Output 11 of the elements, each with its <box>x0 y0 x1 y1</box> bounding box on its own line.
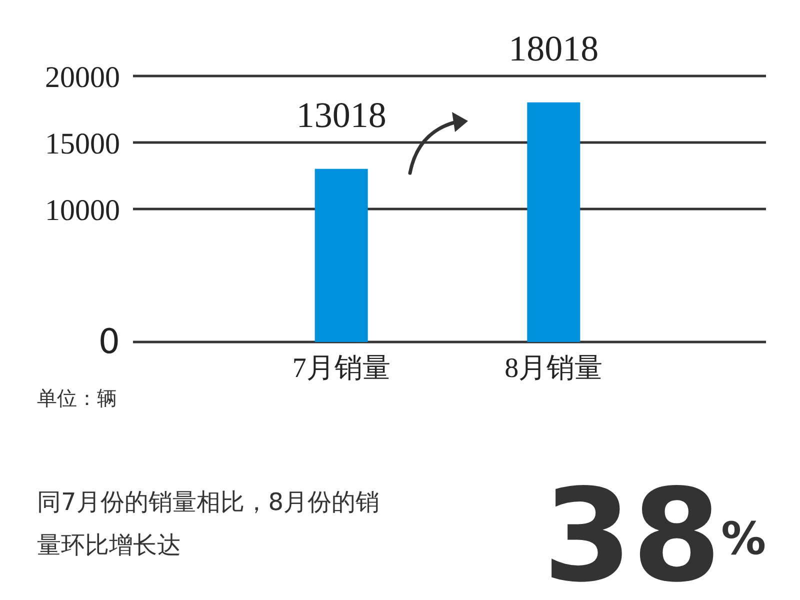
y-tick-label: 15000 <box>45 128 120 160</box>
text: 38$^{%}$ <box>543 462 766 600</box>
data-label: 13018 <box>296 94 386 135</box>
y-tick-label: 10000 <box>45 194 120 227</box>
x-tick-label: 7月销量 <box>292 353 390 384</box>
data-label: 18018 <box>508 28 599 68</box>
text: 单位：辆 <box>37 386 117 410</box>
y-tick-label: 20000 <box>45 61 120 94</box>
y-tick-label: 0 <box>98 322 120 362</box>
x-tick-label: 8月销量 <box>504 353 603 384</box>
text: 同7月份的销量相比，8月份的销量环比增长达 <box>37 488 380 559</box>
